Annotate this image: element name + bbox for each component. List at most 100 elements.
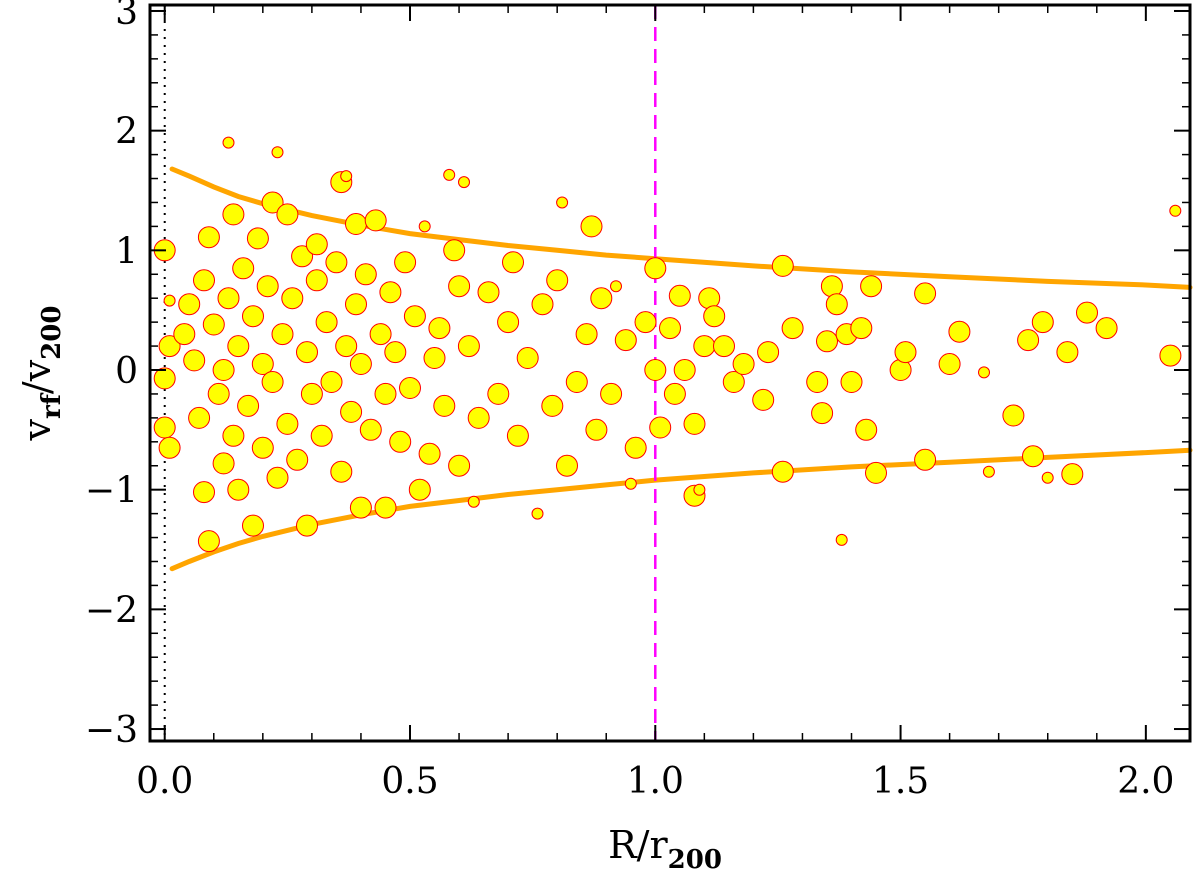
data-point: [349, 496, 372, 519]
envelope-curves: [169, 166, 1193, 572]
data-point: [693, 335, 716, 358]
data-point: [349, 353, 372, 375]
data-point: [565, 371, 588, 393]
data-point: [982, 465, 995, 478]
data-point: [914, 282, 937, 305]
data-point: [673, 359, 696, 381]
data-point: [575, 323, 598, 346]
data-point: [345, 213, 367, 235]
data-point: [222, 136, 235, 149]
data-point: [1022, 445, 1044, 468]
data-point: [840, 371, 863, 393]
data-point: [914, 448, 937, 471]
data-point: [771, 460, 794, 483]
y-axis-title: vrf/v200: [15, 306, 67, 442]
data-point: [668, 284, 691, 307]
data-point: [531, 293, 554, 316]
y-tick-label: −1: [85, 471, 138, 512]
data-point: [624, 436, 647, 459]
data-point: [271, 323, 294, 346]
data-point: [443, 239, 466, 262]
data-point: [399, 377, 421, 399]
data-point: [394, 251, 417, 274]
data-point: [585, 418, 608, 441]
y-tick-label: 0: [115, 351, 138, 392]
data-point: [212, 359, 235, 381]
data-point: [1169, 204, 1182, 217]
data-point: [816, 330, 838, 353]
data-point: [222, 203, 245, 226]
data-point: [281, 287, 304, 310]
x-tick-label: 1.5: [872, 761, 929, 802]
data-point: [531, 507, 544, 520]
data-point: [497, 311, 520, 334]
data-point: [477, 281, 500, 304]
y-axis-title-mid: /v: [15, 359, 59, 394]
data-point: [276, 412, 299, 435]
data-point: [153, 416, 176, 439]
data-point: [232, 257, 255, 280]
y-tick-label: 2: [115, 112, 138, 153]
data-point: [310, 424, 333, 447]
data-point: [978, 366, 990, 379]
data-point: [173, 323, 196, 346]
data-point: [516, 347, 539, 369]
data-point: [781, 317, 804, 340]
data-point: [305, 233, 328, 256]
data-point: [403, 305, 426, 328]
data-point: [256, 275, 279, 298]
data-point: [163, 294, 176, 307]
data-point: [663, 382, 686, 405]
data-point: [467, 495, 480, 508]
data-point: [610, 280, 622, 293]
data-point: [266, 466, 289, 489]
data-point: [296, 341, 318, 364]
data-point: [443, 168, 456, 181]
data-point: [590, 287, 613, 310]
data-point: [364, 209, 387, 232]
data-point: [158, 436, 181, 459]
data-point: [713, 335, 735, 358]
data-point: [261, 191, 284, 214]
data-point: [556, 454, 578, 477]
data-point: [207, 382, 230, 405]
envelope-lower-curve: [169, 447, 1193, 572]
data-point: [227, 478, 250, 501]
data-point: [271, 146, 284, 159]
data-point: [379, 281, 402, 304]
data-point: [153, 367, 176, 390]
data-point: [242, 305, 264, 328]
data-point: [197, 226, 220, 249]
data-point: [771, 254, 794, 277]
y-tick-label: −2: [85, 590, 138, 631]
x-tick-label: 2.0: [1117, 761, 1174, 802]
y-axis-title-sub1: rf: [37, 392, 67, 419]
data-point: [600, 382, 623, 405]
data-point: [683, 412, 706, 435]
tick-labels: 0.0 0.5 1.0 1.5 2.0 −3 −2 −1 0 1 2 3: [85, 0, 1175, 802]
data-point: [644, 257, 667, 280]
data-point: [212, 452, 235, 475]
data-point: [624, 477, 637, 490]
data-point: [340, 400, 363, 423]
data-point: [448, 454, 471, 477]
data-point: [354, 263, 377, 286]
y-tick-label: −3: [85, 710, 138, 751]
data-point: [757, 341, 780, 364]
data-point: [806, 371, 829, 393]
data-point: [330, 460, 353, 483]
plot-frame: [148, 3, 1192, 743]
data-point: [418, 220, 431, 233]
data-point: [291, 245, 314, 268]
data-point: [1002, 404, 1025, 427]
data-point: [580, 215, 603, 238]
data-point: [448, 275, 471, 298]
y-axis-title-sub2: 200: [37, 306, 67, 360]
data-point: [1056, 341, 1079, 364]
data-point: [389, 430, 412, 453]
y-axis-title-base1: v: [15, 418, 59, 441]
data-point: [1031, 311, 1054, 334]
data-point: [457, 335, 480, 358]
data-point: [251, 353, 274, 375]
